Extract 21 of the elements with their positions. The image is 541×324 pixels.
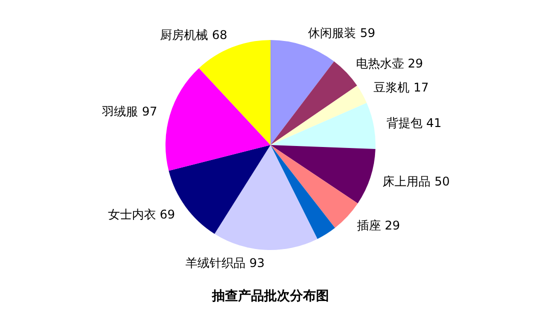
pie-slice [270, 86, 367, 145]
slice-label: 床上用品 50 [382, 174, 450, 188]
pie-slice [270, 145, 335, 239]
slice-label: 插座 29 [356, 218, 400, 232]
pie-slice [198, 40, 270, 145]
pie-slice [270, 61, 358, 145]
slice-label: 电热水壶 29 [356, 56, 424, 71]
slice-label: 羊绒针织品 93 [186, 256, 265, 270]
pie-slice [270, 145, 358, 228]
slice-label: 厨房机械 68 [160, 28, 228, 42]
slice-label: 羽绒服 97 [101, 104, 158, 119]
slice-label: 休闲服装 59 [308, 26, 376, 40]
pie-slice [214, 145, 318, 250]
pie-slice [270, 40, 334, 145]
pie-slice [270, 145, 376, 204]
text: 抽查产品批次分布图 [211, 288, 329, 304]
slice-label: 背提包 41 [386, 116, 442, 130]
slice-label: 豆浆机 17 [374, 80, 429, 95]
pie-slice [270, 102, 376, 150]
slice-label: 女士内衣 69 [108, 207, 176, 222]
pie-slice [166, 68, 270, 171]
